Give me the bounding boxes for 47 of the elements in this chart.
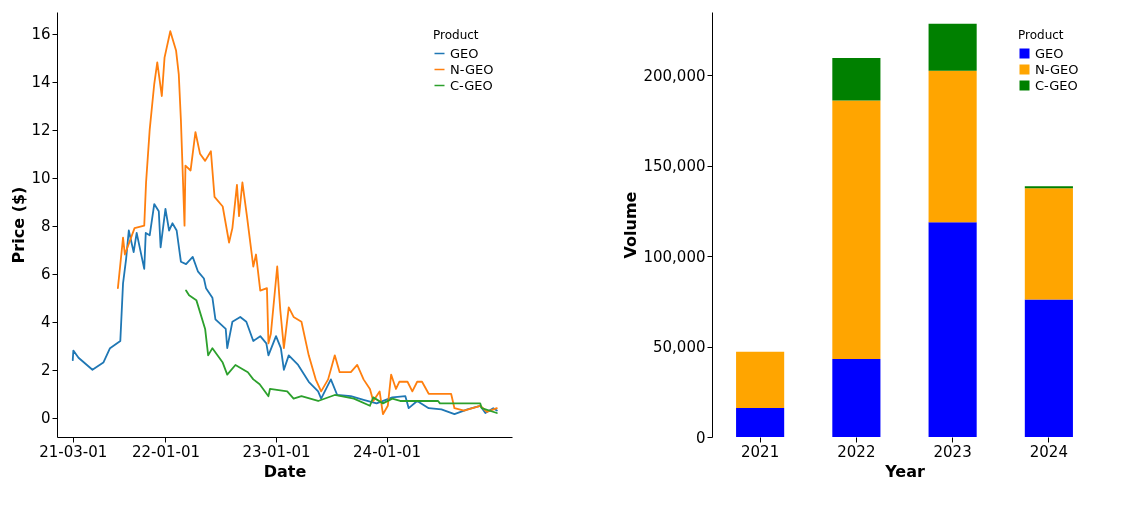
legend-title: Product xyxy=(433,28,479,42)
legend-label: GEO xyxy=(450,45,479,61)
bar xyxy=(1024,188,1073,300)
bar xyxy=(832,359,881,437)
bar xyxy=(928,222,977,437)
bar xyxy=(928,70,977,223)
y-tick-label: 50,000 xyxy=(653,338,706,357)
x-axis-title: Date xyxy=(263,461,307,481)
bar xyxy=(928,23,977,71)
y-tick-label: 100,000 xyxy=(643,247,706,266)
x-tick-label: 21-03-01 xyxy=(39,442,108,461)
x-tick-label: 2024 xyxy=(1029,442,1068,461)
y-tick-label: 0 xyxy=(40,409,51,428)
y-tick-label: 12 xyxy=(31,121,51,140)
bar xyxy=(832,100,881,360)
x-tick-label: 2023 xyxy=(933,442,972,461)
line-series xyxy=(185,289,498,414)
x-tick-label: 23-01-01 xyxy=(242,442,311,461)
legend-label: N-GEO xyxy=(450,61,494,77)
legend-label: GEO xyxy=(1035,45,1064,61)
y-tick-label: 10 xyxy=(31,169,51,188)
bar xyxy=(736,408,785,437)
x-tick-label: 2021 xyxy=(741,442,780,461)
y-tick-label: 4 xyxy=(40,313,51,332)
legend-label: N-GEO xyxy=(1035,61,1079,77)
legend-label: C-GEO xyxy=(1035,77,1078,93)
y-tick-label: 2 xyxy=(40,361,51,380)
line-series xyxy=(71,203,498,416)
x-axis-title: Year xyxy=(884,461,925,481)
y-tick-label: 0 xyxy=(695,428,706,447)
y-tick-label: 14 xyxy=(31,73,51,92)
bar xyxy=(832,58,881,101)
y-tick-label: 8 xyxy=(40,217,51,236)
bar xyxy=(736,351,785,409)
y-tick-label: 6 xyxy=(40,265,51,284)
x-tick-label: 2022 xyxy=(837,442,876,461)
line-series xyxy=(116,30,498,416)
y-tick-label: 150,000 xyxy=(643,157,706,176)
y-axis-title: Volume xyxy=(621,191,641,259)
y-tick-label: 200,000 xyxy=(643,66,706,85)
y-tick-label: 16 xyxy=(31,25,51,44)
bar xyxy=(1024,299,1073,437)
x-tick-label: 24-01-01 xyxy=(353,442,422,461)
legend-title: Product xyxy=(1018,28,1064,42)
legend-label: C-GEO xyxy=(450,77,493,93)
y-axis-title: Price ($) xyxy=(9,186,29,264)
x-tick-label: 22-01-01 xyxy=(131,442,200,461)
